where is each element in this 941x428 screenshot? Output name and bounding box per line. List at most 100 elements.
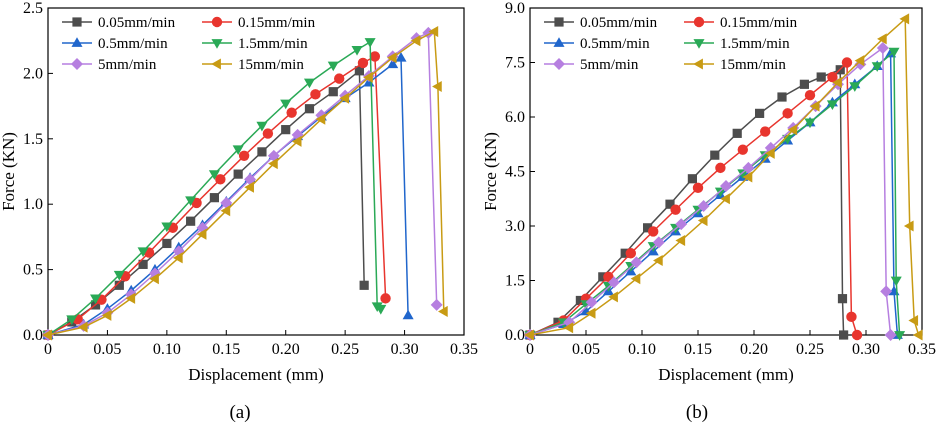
y-tick-label: 4.5 <box>505 164 525 181</box>
data-point <box>782 134 794 145</box>
legend-marker <box>693 58 703 70</box>
data-point <box>101 309 112 321</box>
legend-label: 0.15mm/min <box>238 15 316 31</box>
data-point <box>764 141 777 154</box>
data-point <box>777 92 787 102</box>
legend-marker <box>71 37 83 47</box>
data-point <box>315 109 328 122</box>
data-point <box>233 169 243 179</box>
legend-label: 0.15mm/min <box>720 15 798 31</box>
legend-label: 0.05mm/min <box>580 15 658 31</box>
data-point <box>871 62 883 72</box>
data-point <box>585 296 598 309</box>
data-point <box>66 315 78 326</box>
data-point <box>428 26 439 38</box>
data-point <box>410 35 421 47</box>
data-point <box>652 236 665 249</box>
data-point <box>256 121 268 132</box>
data-point <box>755 108 765 118</box>
data-point <box>172 252 183 264</box>
legend-label: 1.5mm/min <box>238 36 308 52</box>
data-point <box>630 273 641 285</box>
x-tick-label: 0.35 <box>450 341 478 358</box>
x-tick-label: 0.25 <box>796 341 824 358</box>
data-point <box>315 113 326 125</box>
panel-caption-b: (b) <box>686 402 708 423</box>
legend-item: 15mm/min <box>684 57 786 73</box>
data-point <box>281 125 291 135</box>
data-point <box>191 197 202 209</box>
data-point <box>161 222 173 233</box>
data-point <box>42 329 52 341</box>
legend-marker <box>211 39 223 49</box>
data-point <box>209 193 219 203</box>
data-point <box>291 135 302 147</box>
data-point <box>430 298 443 311</box>
data-point <box>880 285 893 298</box>
legend-label: 0.5mm/min <box>98 36 168 52</box>
data-point <box>125 288 138 301</box>
legend-label: 15mm/min <box>238 57 304 73</box>
x-tick-label: 0.05 <box>572 341 600 358</box>
data-point <box>359 280 369 290</box>
series-15mm/min <box>42 26 448 341</box>
y-tick-label: 2.5 <box>23 0 43 17</box>
x-tick-label: 0.15 <box>684 341 712 358</box>
plot-frame-a <box>47 7 465 336</box>
legend-label: 0.05mm/min <box>98 15 176 31</box>
data-point <box>687 174 697 184</box>
x-axis-label-a: Displacement (mm) <box>188 365 324 384</box>
data-point <box>742 171 753 183</box>
legend-label: 5mm/min <box>98 57 157 73</box>
x-tick-label: 0.05 <box>93 341 121 358</box>
data-point <box>303 78 316 89</box>
data-point <box>328 87 338 97</box>
data-point <box>737 169 749 180</box>
series-line <box>529 61 858 336</box>
data-point <box>563 322 574 334</box>
data-point <box>280 99 292 110</box>
panel-caption-a: (a) <box>229 402 250 423</box>
y-tick-label: 0.0 <box>23 327 43 344</box>
data-point <box>846 311 857 323</box>
data-point <box>369 51 381 62</box>
series-1.5mm/min <box>42 38 387 341</box>
data-point <box>310 89 321 100</box>
data-point <box>827 71 838 83</box>
y-tick-label: 1.5 <box>23 131 43 148</box>
legend-marker <box>211 58 221 70</box>
legend-a: 0.05mm/min 0.15mm/min 0.5mm/min 1.5mm/min 5m… <box>62 15 316 73</box>
y-tick-label: 3.0 <box>505 218 525 235</box>
data-point <box>524 329 534 341</box>
data-point <box>737 144 748 155</box>
data-point <box>714 187 726 198</box>
data-point <box>196 228 207 240</box>
data-point <box>876 41 889 54</box>
legend-item: 15mm/min <box>202 57 304 73</box>
data-point <box>837 294 848 304</box>
legend-item: 0.5mm/min <box>544 36 650 52</box>
series-15mm/min <box>524 13 923 341</box>
y-tick-label: 0.0 <box>505 327 525 344</box>
data-point <box>888 47 900 58</box>
data-point <box>220 205 231 217</box>
data-point <box>841 57 853 68</box>
data-point <box>387 58 399 69</box>
data-point <box>816 72 826 82</box>
legend-item: 5mm/min <box>544 57 639 73</box>
data-point <box>148 267 161 280</box>
data-point <box>232 145 244 156</box>
data-point <box>364 38 376 48</box>
data-point <box>732 128 742 138</box>
data-point <box>113 270 125 281</box>
data-point <box>244 181 254 193</box>
x-tick-label: 0.10 <box>153 341 181 358</box>
data-point <box>395 51 407 62</box>
series-line <box>529 47 892 336</box>
data-point <box>782 108 793 119</box>
data-point <box>675 218 688 231</box>
data-point <box>710 150 720 160</box>
data-point <box>854 55 865 67</box>
data-point <box>877 33 887 45</box>
